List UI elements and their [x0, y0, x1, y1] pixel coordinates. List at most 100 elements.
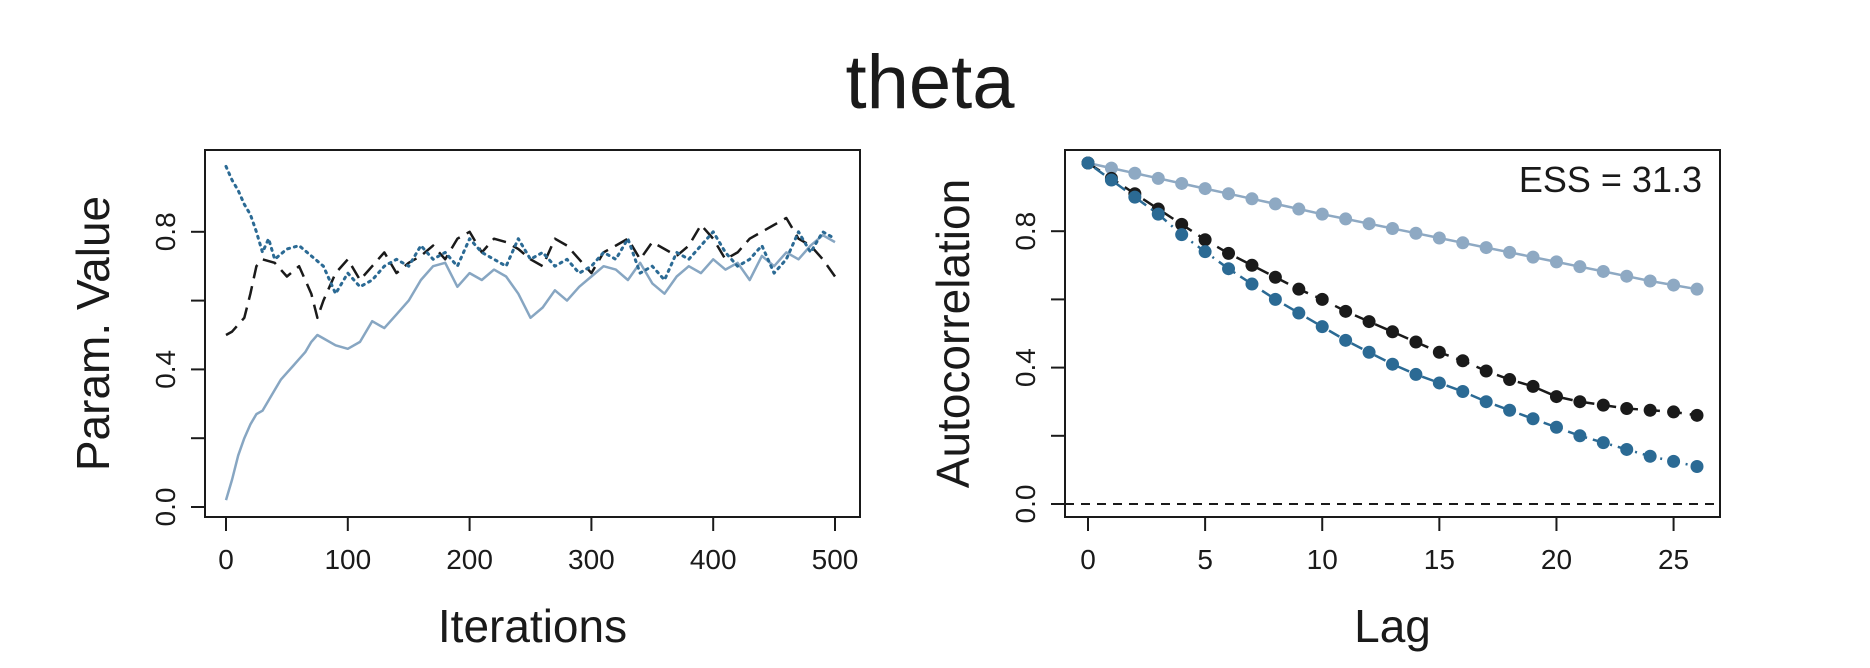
- series-3-point: [1667, 454, 1681, 468]
- series-3-point: [1104, 173, 1118, 187]
- series-3-point: [1268, 292, 1282, 306]
- series-line-2: [1087, 161, 1698, 417]
- series-2-point: [1268, 270, 1282, 284]
- series-2-point: [1198, 233, 1212, 247]
- series-3-point: [1432, 376, 1446, 390]
- series-3-point: [1526, 412, 1540, 426]
- series-3-point: [1245, 277, 1259, 291]
- series-1-point: [1268, 197, 1282, 211]
- ess-annotation: ESS = 31.3: [1519, 159, 1702, 200]
- x-tick-label: 300: [568, 544, 615, 575]
- series-3-point: [1198, 245, 1212, 259]
- y-axis-label: Autocorrelation: [927, 179, 979, 488]
- x-axis-label: Lag: [1354, 600, 1431, 652]
- series-1-point: [1409, 226, 1423, 240]
- series-3-point: [1549, 420, 1563, 434]
- x-tick-label: 10: [1307, 544, 1338, 575]
- series-3-point: [1643, 449, 1657, 463]
- series-3-point: [1175, 228, 1189, 242]
- plot-frame: [204, 149, 861, 518]
- series-1-point: [1222, 187, 1236, 201]
- series-2-point: [1245, 258, 1259, 272]
- series-2-point: [1573, 395, 1587, 409]
- series-line-1: [224, 233, 836, 501]
- series-1-point: [1432, 231, 1446, 245]
- series-3-point: [1620, 442, 1634, 456]
- series-2-point: [1479, 364, 1493, 378]
- series-3-point: [1409, 367, 1423, 381]
- series-3-point: [1315, 320, 1329, 334]
- series-1-point: [1128, 166, 1142, 180]
- x-tick-label: 0: [1080, 544, 1096, 575]
- series-2-point: [1549, 390, 1563, 404]
- series-3-point: [1362, 345, 1376, 359]
- series-2-point: [1596, 398, 1610, 412]
- plot-frame: [1064, 149, 1721, 518]
- y-tick-label: 0.4: [150, 350, 181, 389]
- series-line-2: [225, 216, 837, 337]
- series-3-point: [1479, 395, 1493, 409]
- series-2-point: [1386, 325, 1399, 339]
- series-3-point: [1081, 156, 1095, 170]
- series-2-point: [1409, 335, 1423, 349]
- series-1-point: [1151, 171, 1165, 185]
- series-1-point: [1339, 212, 1353, 226]
- series-1-point: [1690, 282, 1704, 296]
- x-tick-label: 20: [1541, 544, 1572, 575]
- series-1-point: [1503, 245, 1517, 259]
- series-3-point: [1339, 333, 1353, 347]
- series-2-point: [1339, 304, 1353, 318]
- series-3-point: [1573, 429, 1587, 443]
- y-axis-label: Param. Value: [67, 196, 119, 471]
- series-1-point: [1456, 236, 1470, 250]
- series-3-point: [1292, 306, 1306, 320]
- series-1-point: [1198, 182, 1212, 196]
- y-tick-label: 0.0: [150, 488, 181, 527]
- series-1-point: [1479, 241, 1493, 255]
- series-1-point: [1620, 269, 1634, 283]
- y-tick-label: 0.0: [1010, 485, 1041, 524]
- x-tick-label: 100: [324, 544, 371, 575]
- series-2-point: [1526, 379, 1540, 393]
- y-tick-label: 0.8: [1010, 212, 1041, 251]
- y-tick-label: 0.4: [1010, 348, 1041, 387]
- series-3-point: [1151, 207, 1165, 221]
- series-1-point: [1245, 192, 1259, 206]
- series-2-point: [1222, 246, 1236, 260]
- series-3-point: [1456, 384, 1470, 398]
- series-2-point: [1690, 408, 1704, 422]
- x-tick-label: 0: [218, 544, 234, 575]
- series-1-point: [1643, 274, 1657, 288]
- x-tick-label: 5: [1197, 544, 1213, 575]
- series-1-point: [1362, 217, 1376, 231]
- series-2-point: [1667, 405, 1681, 419]
- series-3-point: [1596, 436, 1610, 450]
- series-2-point: [1643, 403, 1657, 417]
- y-tick-label: 0.8: [150, 212, 181, 251]
- series-2-point: [1292, 282, 1306, 296]
- series-3-point: [1128, 190, 1142, 204]
- autocorrelation-plot-panel: 0 5 10 15 20 25 0.0 0.4 0.8 Lag Autocorrelation ESS…: [927, 149, 1721, 652]
- series-1-point: [1526, 250, 1540, 264]
- series-2-point: [1620, 402, 1634, 416]
- series-1-point: [1386, 221, 1399, 235]
- series-2-point: [1432, 345, 1446, 359]
- series-1-point: [1596, 264, 1610, 278]
- x-tick-label: 400: [690, 544, 737, 575]
- x-axis-label: Iterations: [438, 600, 627, 652]
- series-2-point: [1456, 354, 1470, 368]
- series-1-point: [1292, 202, 1306, 216]
- series-line-3: [1087, 161, 1698, 468]
- series-3-point: [1386, 357, 1399, 371]
- series-2-point: [1315, 292, 1329, 306]
- x-tick-label: 15: [1424, 544, 1455, 575]
- x-tick-label: 200: [446, 544, 493, 575]
- figure-title: theta: [845, 40, 1015, 125]
- series-2-point: [1362, 315, 1376, 329]
- series-1-point: [1573, 260, 1587, 274]
- series-3-point: [1222, 262, 1236, 276]
- series-2-point: [1503, 373, 1517, 387]
- series-1-point: [1104, 161, 1118, 175]
- series-3-point: [1503, 403, 1517, 417]
